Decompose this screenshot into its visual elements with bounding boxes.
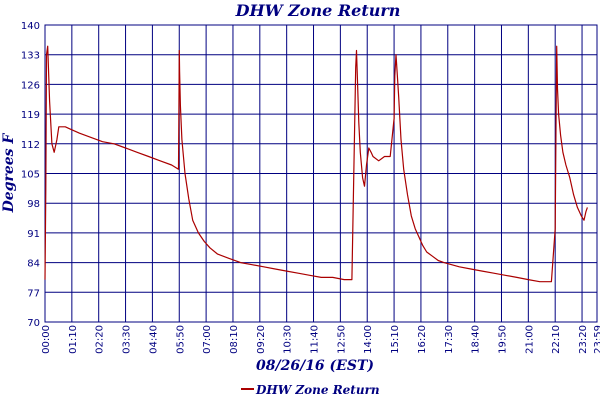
x-tick-label: 00:00: [41, 325, 52, 354]
x-tick-label: 12:50: [336, 325, 347, 354]
series-line: [44, 45, 588, 283]
x-tick-label: 11:40: [310, 325, 321, 354]
y-tick-label: 91: [27, 229, 40, 240]
legend: DHW Zone Return: [241, 383, 380, 397]
y-axis-title: Degrees F: [1, 133, 17, 214]
x-tick-label: 16:20: [417, 325, 428, 354]
y-tick-label: 133: [21, 51, 40, 62]
legend-label: DHW Zone Return: [255, 383, 380, 397]
x-tick-label: 14:00: [363, 325, 374, 354]
x-tick-label: 18:40: [471, 325, 482, 354]
x-tick-label: 08:10: [229, 325, 240, 354]
x-tick-label: 19:50: [497, 325, 508, 354]
y-tick-label: 119: [21, 110, 40, 121]
x-tick-label: 21:00: [524, 325, 535, 354]
y-tick-label: 105: [21, 170, 40, 181]
x-tick-label: 07:00: [202, 325, 213, 354]
x-tick-label: 09:20: [256, 325, 267, 354]
x-tick-label: 15:10: [390, 325, 401, 354]
x-tick-label: 17:30: [444, 325, 455, 354]
x-tick-label: 03:30: [122, 325, 133, 354]
x-tick-label: 02:20: [95, 325, 106, 354]
y-tick-label: 84: [27, 259, 40, 270]
chart-title: DHW Zone Return: [235, 1, 401, 20]
x-tick-label: 04:40: [148, 325, 159, 354]
y-axis-tick-labels: 70 77 84 91 98 105 112 119 126 133 140: [21, 21, 40, 329]
plot-area: [44, 24, 598, 323]
x-axis-tick-labels: 00:00 01:10 02:20 03:30 04:40 05:50 07:00 08:10…: [41, 325, 600, 354]
x-tick-label: 23:20: [578, 325, 589, 354]
y-tick-label: 98: [27, 199, 40, 210]
series-layer: [44, 45, 588, 283]
x-tick-label: 10:30: [283, 325, 294, 354]
y-tick-label: 112: [21, 140, 40, 151]
x-tick-label: 05:50: [175, 325, 186, 354]
y-tick-label: 70: [27, 318, 40, 329]
x-tick-label: 23:59: [593, 325, 600, 354]
y-tick-label: 140: [21, 21, 40, 32]
y-tick-label: 77: [27, 288, 40, 299]
y-tick-label: 126: [21, 80, 40, 91]
x-tick-label: 01:10: [68, 325, 79, 354]
x-tick-label: 22:10: [551, 325, 562, 354]
x-axis-title: 08/26/16 (EST): [256, 358, 374, 374]
